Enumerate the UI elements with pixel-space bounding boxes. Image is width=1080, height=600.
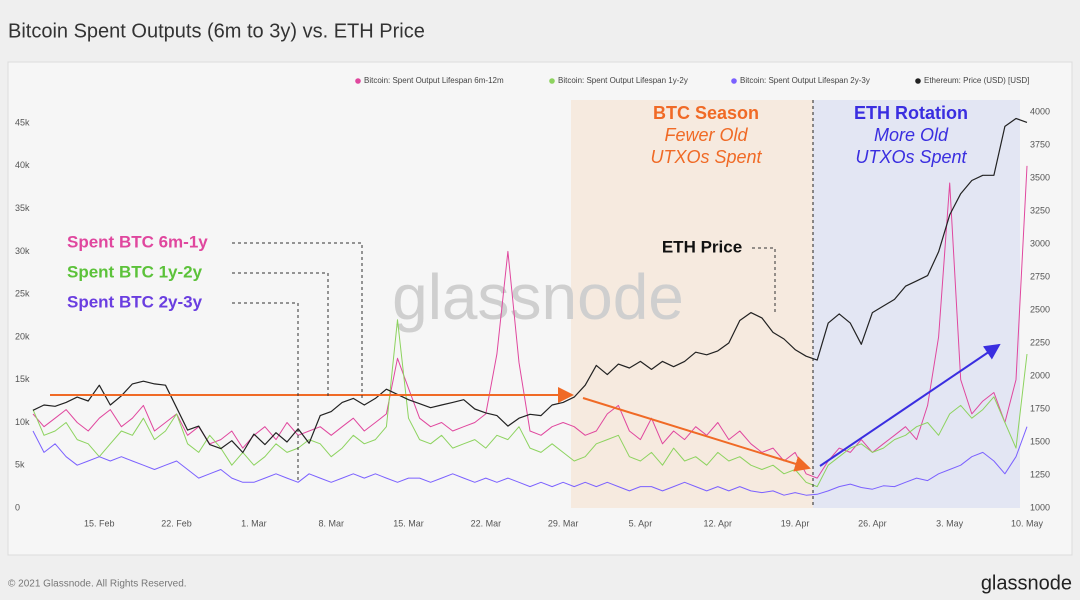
series-line (32, 319, 1028, 488)
y2-tick-label: 3500 (1030, 172, 1050, 182)
y2-tick-label: 2000 (1030, 370, 1050, 380)
y2-tick-label: 3250 (1030, 205, 1050, 215)
footer: © 2021 Glassnode. All Rights Reserved. (8, 579, 187, 590)
plot: 0 5k 10k 15k 20k 25k 30k 35k 40k 45k 1000 1250 1500 1… (15, 106, 1050, 528)
connector (232, 272, 329, 398)
legend-label: Bitcoin: Spent Output Lifespan 2y-3y (740, 76, 870, 85)
legend-swatch (355, 78, 361, 84)
x-tick-label: 5. Apr (629, 518, 653, 528)
annotation: Fewer Old (664, 125, 748, 145)
x-tick-label: 15. Mar (393, 518, 424, 528)
y-tick-label: 10k (15, 417, 30, 427)
connector (232, 302, 299, 480)
x-tick-label: 15. Feb (84, 518, 115, 528)
legend-swatch (731, 78, 737, 84)
x-tick-label: 26. Apr (858, 518, 887, 528)
legend-label: Bitcoin: Spent Output Lifespan 1y-2y (558, 76, 688, 85)
watermark: glassnode (392, 261, 684, 333)
y-tick-label: 30k (15, 246, 30, 256)
y-tick-label: 0 (15, 502, 20, 512)
y2-tick-label: 1000 (1030, 502, 1050, 512)
brand-logo: glassnode (981, 572, 1072, 594)
annotation: BTC Season (653, 103, 759, 123)
btc-season-band (571, 100, 813, 508)
series-line (32, 117, 1028, 454)
legend-swatch (549, 78, 555, 84)
y2-tick-label: 2500 (1030, 304, 1050, 314)
annotation: More Old (874, 125, 949, 145)
x-tick-label: 8. Mar (318, 518, 344, 528)
y-tick-label: 45k (15, 117, 30, 127)
annotation: UTXOs Spent (650, 147, 762, 167)
y-tick-label: 25k (15, 289, 30, 299)
series-line (32, 426, 1028, 496)
y-tick-label: 20k (15, 331, 30, 341)
arrow (582, 397, 811, 472)
y-tick-label: 15k (15, 374, 30, 384)
y2-tick-label: 4000 (1030, 106, 1050, 116)
annotation: ETH Rotation (854, 103, 968, 123)
y-tick-label: 35k (15, 203, 30, 213)
x-tick-label: 22. Mar (471, 518, 502, 528)
x-tick-label: 10. May (1011, 518, 1044, 528)
annotation: Spent BTC 6m-1y (67, 232, 208, 251)
legend-swatch (915, 78, 921, 84)
y2-tick-label: 1750 (1030, 403, 1050, 413)
chart-title: Bitcoin Spent Outputs (6m to 3y) vs. ETH… (8, 20, 425, 42)
legend-label: Ethereum: Price (USD) [USD] (924, 76, 1029, 85)
y2-tick-label: 3000 (1030, 238, 1050, 248)
y2-tick-label: 1250 (1030, 469, 1050, 479)
connector (752, 247, 776, 312)
connector (232, 242, 363, 400)
y-tick-label: 40k (15, 160, 30, 170)
y2-tick-label: 2250 (1030, 337, 1050, 347)
y2-tick-label: 2750 (1030, 271, 1050, 281)
x-tick-label: 19. Apr (781, 518, 810, 528)
y-tick-label: 5k (15, 460, 25, 470)
y2-tick-label: 1500 (1030, 436, 1050, 446)
annotation: Spent BTC 1y-2y (67, 262, 203, 281)
annotation: Spent BTC 2y-3y (67, 292, 203, 311)
x-tick-label: 29. Mar (548, 518, 579, 528)
legend-label: Bitcoin: Spent Output Lifespan 6m-12m (364, 76, 504, 85)
annotation: UTXOs Spent (855, 147, 967, 167)
x-tick-label: 1. Mar (241, 518, 267, 528)
x-tick-label: 12. Apr (703, 518, 732, 528)
arrow (819, 343, 1001, 467)
annotation: ETH Price (662, 237, 742, 256)
y2-tick-label: 3750 (1030, 139, 1050, 149)
x-tick-label: 22. Feb (161, 518, 192, 528)
x-tick-label: 3. May (936, 518, 964, 528)
